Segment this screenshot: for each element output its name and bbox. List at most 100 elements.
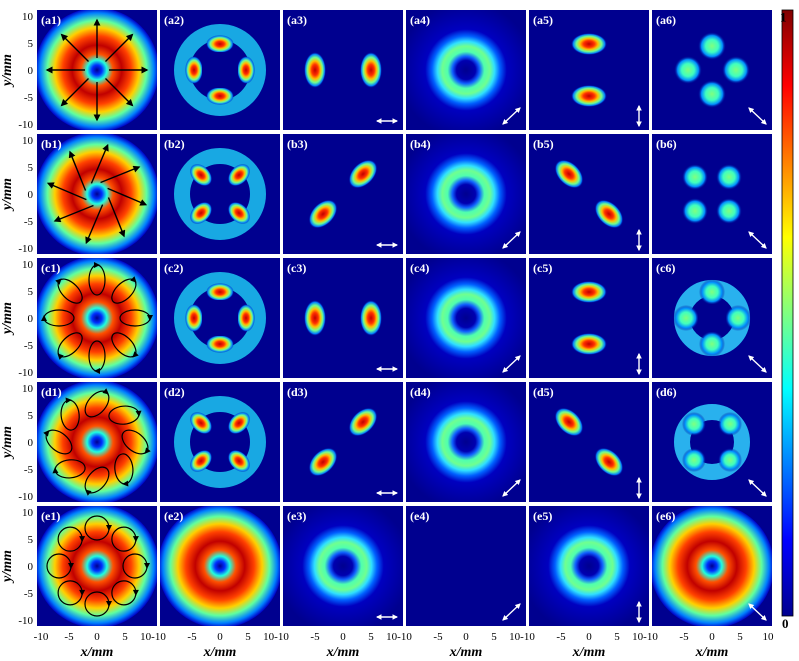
y-tick-label: -10	[18, 243, 33, 255]
y-axis-label: y/mm	[0, 302, 15, 336]
x-tick-label: 0	[709, 631, 715, 643]
x-axis-label: x/mm	[572, 645, 606, 660]
x-tick-label: 0	[340, 631, 346, 643]
intensity-lobe	[304, 300, 326, 336]
intensity-lobe	[189, 449, 213, 473]
intensity-ring	[37, 258, 157, 378]
y-tick-label: 5	[28, 38, 34, 50]
panel: (e6)	[652, 506, 772, 626]
intensity-ring	[283, 506, 403, 626]
polarization-arrow	[104, 33, 134, 63]
intensity-lobe	[227, 201, 251, 225]
polarization-arrow	[90, 143, 109, 184]
intensity-spot	[698, 80, 726, 108]
intensity-spot	[716, 198, 742, 224]
polarization-arrowhead	[144, 447, 151, 454]
polarization-arrowhead	[41, 315, 47, 321]
intensity-ring	[37, 382, 157, 502]
dark-core	[202, 300, 238, 336]
y-tick-label: 10	[22, 383, 34, 395]
y-tick-label: 5	[28, 410, 34, 422]
panel-label: (c5)	[533, 261, 552, 275]
intensity-lobe	[237, 56, 255, 84]
intensity-lobe	[189, 411, 213, 435]
polarization-arrowhead	[132, 536, 139, 543]
panel: (a5)	[529, 10, 649, 130]
intensity-lobe	[206, 87, 234, 105]
panel: (e1)	[37, 506, 157, 626]
panel: (d2)	[160, 382, 280, 502]
intensity-lobe	[554, 407, 584, 437]
intensity-spot	[716, 164, 742, 190]
intensity-lobe	[571, 33, 607, 55]
x-tick-label: -5	[433, 631, 443, 643]
antidiagonal-arrow-icon	[748, 355, 767, 373]
polarization-arrow	[53, 204, 94, 223]
intensity-spot	[673, 305, 699, 331]
polarization-arrowhead	[79, 589, 86, 596]
lobe-ring	[174, 24, 266, 116]
dark-core	[201, 423, 239, 461]
panel-label: (e2)	[164, 509, 183, 523]
colorbar: 1 0	[780, 9, 794, 631]
diagonal-arrow-icon	[502, 231, 521, 249]
intensity-spot	[674, 56, 702, 84]
panel: (a6)	[652, 10, 772, 130]
panel: (c6)	[652, 258, 772, 378]
intensity-lobe	[308, 447, 338, 477]
panel-label: (c4)	[410, 261, 429, 275]
panel: (a3)	[283, 10, 403, 130]
y-tick-label: 0	[28, 65, 34, 77]
y-tick-label: -5	[24, 340, 34, 352]
panel-background	[283, 382, 403, 502]
intensity-lobe	[348, 407, 378, 437]
y-tick-label: 10	[22, 11, 34, 23]
intensity-ring	[37, 134, 157, 254]
colorbar-min-label: 0	[782, 616, 789, 631]
y-axis-label: y/mm	[0, 426, 15, 460]
polarization-arrowhead	[132, 351, 139, 358]
y-tick-label: -10	[18, 367, 33, 379]
dark-core	[201, 175, 239, 213]
polarization-arrow	[46, 182, 87, 201]
polarization-arrowhead	[147, 315, 153, 321]
y-axis-label: y/mm	[0, 54, 15, 88]
intensity-ring	[406, 10, 526, 130]
panel-label: (b4)	[410, 137, 431, 151]
panel-label: (a2)	[164, 13, 184, 27]
polarization-arrowhead	[65, 397, 72, 404]
intensity-lobe	[594, 447, 624, 477]
y-tick-label: -10	[18, 615, 33, 627]
y-axes: 10 5 0 -5 -10 y/mm 10 5 0 -5 -10 y/mm 10 5 0 -5 -10 y/mm 1…	[0, 11, 34, 627]
polarization-arrowhead	[102, 388, 109, 395]
colorbar-gradient	[781, 9, 794, 617]
panel: (c4)	[406, 258, 526, 378]
x-tick-label: -5	[556, 631, 566, 643]
panel: (a1)	[37, 10, 157, 130]
panel-label: (c1)	[41, 261, 60, 275]
polarization-arrow	[60, 33, 90, 63]
y-tick-label: -5	[24, 464, 34, 476]
intensity-lobe	[185, 56, 203, 84]
polarization-arrowhead	[106, 601, 112, 607]
y-tick-label: 10	[22, 507, 34, 519]
intensity-spot	[698, 32, 726, 60]
y-tick-label: 5	[28, 286, 34, 298]
polarization-arrowhead	[79, 536, 86, 543]
polarization-arrowhead	[94, 262, 100, 268]
x-tick-label: 10	[763, 631, 775, 643]
x-tick-label: 10-10	[263, 631, 289, 643]
panel: (e4)	[406, 506, 526, 626]
panel-label: (c3)	[287, 261, 306, 275]
panel-label: (c6)	[656, 261, 675, 275]
intensity-spot	[699, 279, 725, 305]
lobe-ring	[174, 396, 266, 488]
panel-label: (d2)	[164, 385, 185, 399]
intensity-ring	[406, 258, 526, 378]
intensity-spot	[699, 331, 725, 357]
panel: (b5)	[529, 134, 649, 254]
intensity-lobe	[571, 85, 607, 107]
polarization-arrow	[107, 197, 126, 238]
polarization-arrow	[104, 77, 134, 107]
panel-label: (e6)	[656, 509, 675, 523]
